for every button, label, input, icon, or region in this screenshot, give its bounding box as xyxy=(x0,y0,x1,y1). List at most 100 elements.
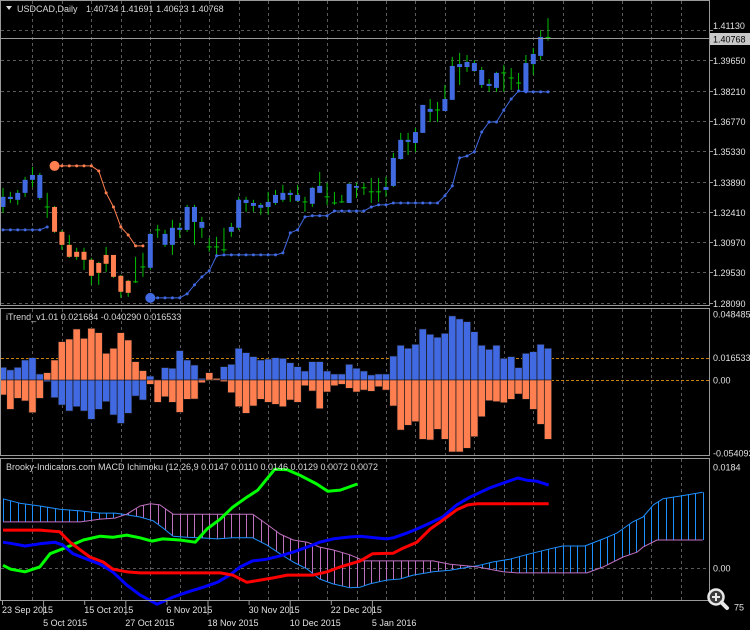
itrend-axis-label: 0.016533 xyxy=(713,353,750,363)
itrend-bar xyxy=(6,379,15,410)
candle-body xyxy=(147,233,153,268)
trailing-stop-dot xyxy=(215,254,219,258)
candle-body xyxy=(405,139,411,142)
itrend-bar xyxy=(264,358,273,381)
itrend-bar xyxy=(433,379,442,430)
itrend-bar xyxy=(242,352,250,381)
candles xyxy=(0,18,551,298)
itrend-bar xyxy=(404,379,412,426)
candle-body xyxy=(74,251,80,257)
candle-body xyxy=(449,65,455,100)
itrend-bar xyxy=(65,338,74,381)
trailing-stop-dot xyxy=(436,201,440,205)
itrend-bar xyxy=(507,356,516,381)
itrend-bar xyxy=(131,361,140,381)
itrend-bar xyxy=(249,379,258,407)
itrend-bar xyxy=(396,379,405,431)
candle-body xyxy=(236,199,242,228)
itrend-bar xyxy=(139,379,147,401)
date-axis-label: 23 Sep 2015 xyxy=(2,605,53,615)
trailing-stop-dot xyxy=(465,154,469,158)
trailing-stop-start-dot xyxy=(49,160,60,171)
itrend-bar xyxy=(87,328,96,381)
candle-body xyxy=(383,186,389,190)
trailing-stop-dot xyxy=(413,201,417,205)
price-axis-label: 1.38210 xyxy=(713,87,746,97)
itrend-bar xyxy=(175,379,184,413)
candle-body xyxy=(199,221,205,228)
trailing-stop-dot xyxy=(229,253,233,257)
itrend-bar xyxy=(286,379,295,401)
itrend-bar xyxy=(463,321,471,381)
candle-body xyxy=(317,185,323,193)
trailing-stop-dot xyxy=(288,231,292,235)
zoom-in-icon[interactable] xyxy=(707,588,729,610)
itrend-bar xyxy=(308,379,317,392)
itrend-bar xyxy=(50,359,59,381)
itrend-bar xyxy=(352,368,361,381)
candle-body xyxy=(258,204,264,208)
candle-body xyxy=(265,201,271,207)
candle-body xyxy=(162,233,168,245)
date-axis-label: 5 Jan 2016 xyxy=(372,618,417,628)
itrend-bar xyxy=(264,379,273,403)
itrend-bar xyxy=(21,379,29,402)
candle-body xyxy=(88,259,94,276)
trailing-stop-dot xyxy=(97,169,101,173)
candle-body xyxy=(346,183,352,203)
itrend-bar xyxy=(529,351,538,381)
cloud-line-cloud_b xyxy=(3,503,703,574)
itrend-bar xyxy=(485,379,493,401)
trailing-stop-dot xyxy=(23,228,27,232)
itrend-bar xyxy=(315,361,324,381)
candle-body xyxy=(52,206,58,232)
trailing-stop-dot xyxy=(517,89,521,93)
trailing-stop-dot xyxy=(75,164,79,168)
itrend-bar xyxy=(124,339,133,381)
candle-body xyxy=(427,108,433,112)
itrend-bar xyxy=(426,379,435,441)
itrend-bar xyxy=(374,373,383,381)
trailing-stop-dot xyxy=(200,275,204,279)
trailing-stop-dot xyxy=(119,225,123,229)
trailing-stop-start-dot xyxy=(145,292,156,303)
itrend-pane-frame xyxy=(0,308,710,456)
itrend-bar xyxy=(242,379,250,414)
candle-body xyxy=(390,157,396,186)
trailing-stop-dot xyxy=(251,253,255,257)
grid xyxy=(1,1,709,600)
candle-body xyxy=(457,64,463,68)
itrend-bar xyxy=(35,373,44,381)
itrend-bar xyxy=(514,379,523,395)
price-axis-label: 1.35330 xyxy=(713,147,746,157)
triangle-down-icon[interactable] xyxy=(6,6,12,10)
candle-body xyxy=(287,192,293,195)
itrend-bar xyxy=(308,361,317,381)
macd-title: Brooky-Indicators.com MACD Ichimoku (12,… xyxy=(6,462,378,472)
itrend-bar xyxy=(72,379,81,407)
itrend-bar xyxy=(94,332,103,381)
itrend-bar xyxy=(411,344,420,381)
price-axis-label: 1.36770 xyxy=(713,117,746,127)
itrend-bar xyxy=(183,379,192,400)
itrend-bar xyxy=(28,357,37,381)
candle-body xyxy=(523,63,529,92)
trailing-stop-dot xyxy=(82,164,86,168)
trailing-stop-dot xyxy=(487,120,491,124)
itrend-bar xyxy=(382,373,390,381)
itrend-bar xyxy=(286,362,295,381)
trailing-stop-dot xyxy=(296,228,300,232)
trailing-stop-dot xyxy=(89,164,93,168)
macd-axis-label: 0.00 xyxy=(713,564,731,574)
itrend-bar xyxy=(58,341,66,381)
trailing-stop-dot xyxy=(539,90,543,94)
trailing-stop-dot xyxy=(207,269,211,273)
date-axis-label: 22 Dec 2015 xyxy=(331,605,382,615)
itrend-bar xyxy=(522,353,530,381)
itrend-bar xyxy=(470,379,479,438)
trailing-stop-dot xyxy=(141,244,145,248)
itrend-bar xyxy=(440,379,449,440)
itrend-bar xyxy=(94,379,103,410)
trailing-stop-dot xyxy=(30,228,34,232)
